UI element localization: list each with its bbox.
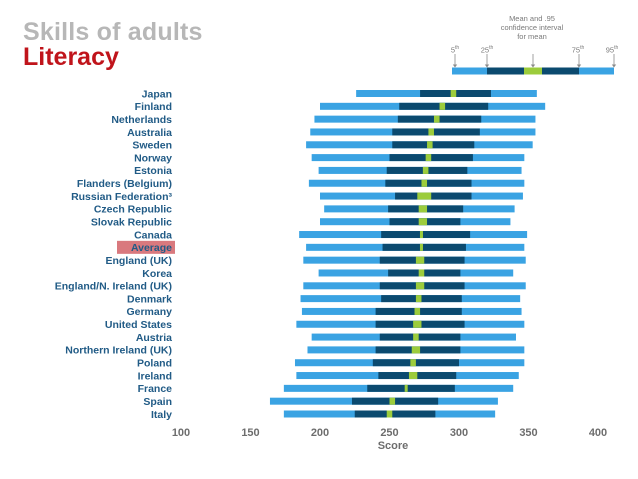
mean-ci-mark bbox=[414, 307, 421, 315]
legend-pointer-arrow bbox=[576, 64, 582, 68]
mean-ci-mark bbox=[418, 269, 425, 277]
category-label: Japan bbox=[142, 88, 172, 100]
x-tick-label: 300 bbox=[450, 427, 468, 439]
x-tick-label: 150 bbox=[241, 427, 259, 439]
legend-label-p95: 95th bbox=[605, 45, 619, 55]
bar-p25-p75 bbox=[382, 243, 466, 251]
x-tick-label: 200 bbox=[311, 427, 329, 439]
category-label: Korea bbox=[142, 268, 172, 280]
mean-ci-mark bbox=[419, 231, 423, 239]
mean-ci-mark bbox=[411, 346, 421, 354]
mean-ci-mark bbox=[410, 359, 416, 367]
mean-ci-mark bbox=[419, 243, 423, 251]
bar-p25-p75 bbox=[367, 384, 455, 392]
category-label: Sweden bbox=[132, 140, 172, 152]
mean-ci-mark bbox=[418, 205, 428, 213]
category-label: England (UK) bbox=[106, 255, 173, 267]
mean-ci-mark bbox=[428, 128, 434, 136]
category-label: Russian Federation³ bbox=[71, 191, 172, 203]
category-label: United States bbox=[105, 319, 172, 331]
category-label: Austria bbox=[136, 332, 172, 344]
mean-ci-mark bbox=[422, 166, 429, 174]
category-label: Italy bbox=[151, 409, 172, 421]
mean-ci-mark bbox=[418, 218, 428, 226]
mean-ci-mark bbox=[450, 90, 457, 97]
category-label: England/N. Ireland (UK) bbox=[55, 281, 172, 293]
category-label: France bbox=[138, 383, 173, 395]
mean-ci-mark bbox=[413, 333, 419, 341]
legend-label-mean: Mean and .95 confidence interval for mea… bbox=[500, 14, 564, 41]
category-label: Norway bbox=[134, 152, 172, 164]
bar-p25-p75 bbox=[392, 128, 480, 136]
bar-p25-p75 bbox=[381, 231, 471, 239]
mean-ci-mark bbox=[415, 295, 422, 303]
category-label: Poland bbox=[137, 358, 172, 370]
legend-pointer-arrow bbox=[484, 64, 490, 68]
category-label: Denmark bbox=[127, 293, 172, 305]
mean-ci-mark bbox=[413, 320, 422, 328]
category-label: Canada bbox=[134, 229, 172, 241]
category-label: Australia bbox=[127, 127, 172, 139]
mean-ci-mark bbox=[427, 141, 433, 149]
bar-p25-p75 bbox=[395, 192, 472, 200]
category-label: Slovak Republic bbox=[91, 217, 172, 229]
category-label: Flanders (Belgium) bbox=[77, 178, 172, 190]
mean-ci-mark bbox=[415, 282, 425, 290]
mean-ci-mark bbox=[433, 115, 440, 123]
x-tick-label: 350 bbox=[519, 427, 537, 439]
category-label: Netherlands bbox=[111, 114, 172, 126]
bar-p25-p75 bbox=[379, 333, 461, 341]
legend-pointer-arrow bbox=[611, 64, 617, 68]
mean-ci-mark bbox=[408, 372, 418, 380]
category-label: Germany bbox=[126, 306, 172, 318]
mean-ci-mark bbox=[404, 384, 408, 392]
mean-ci-mark bbox=[425, 154, 432, 162]
category-label: Spain bbox=[143, 396, 172, 408]
category-label: Ireland bbox=[138, 370, 172, 382]
legend-pointer-arrow bbox=[530, 64, 536, 68]
legend-label-p25: 25th bbox=[480, 45, 494, 55]
page-subtitle: Literacy bbox=[23, 43, 119, 71]
category-label: Czech Republic bbox=[94, 204, 172, 216]
x-tick-label: 250 bbox=[380, 427, 398, 439]
legend-bar-mean bbox=[524, 67, 542, 75]
legend-label-p75: 75th bbox=[571, 45, 585, 55]
bar-p25-p75 bbox=[385, 179, 472, 187]
category-label: Finland bbox=[135, 101, 172, 113]
bar-p25-p75 bbox=[354, 410, 436, 418]
mean-ci-mark bbox=[439, 102, 446, 110]
category-label: Northern Ireland (UK) bbox=[65, 345, 172, 357]
mean-ci-mark bbox=[389, 397, 396, 405]
category-label: Estonia bbox=[134, 165, 172, 177]
page-title: Skills of adults bbox=[23, 18, 203, 46]
x-tick-label: 100 bbox=[172, 427, 190, 439]
x-axis-label: Score bbox=[378, 440, 409, 452]
category-label: Average bbox=[131, 242, 172, 254]
mean-ci-mark bbox=[421, 179, 428, 187]
mean-ci-mark bbox=[415, 256, 425, 264]
legend-pointer-arrow bbox=[452, 64, 458, 68]
mean-ci-mark bbox=[417, 192, 432, 200]
bar-p25-p75 bbox=[392, 141, 475, 149]
mean-ci-mark bbox=[386, 410, 393, 418]
x-tick-label: 400 bbox=[589, 427, 607, 439]
legend-label-p5: 5th bbox=[450, 45, 460, 55]
highlight-box bbox=[117, 240, 175, 254]
